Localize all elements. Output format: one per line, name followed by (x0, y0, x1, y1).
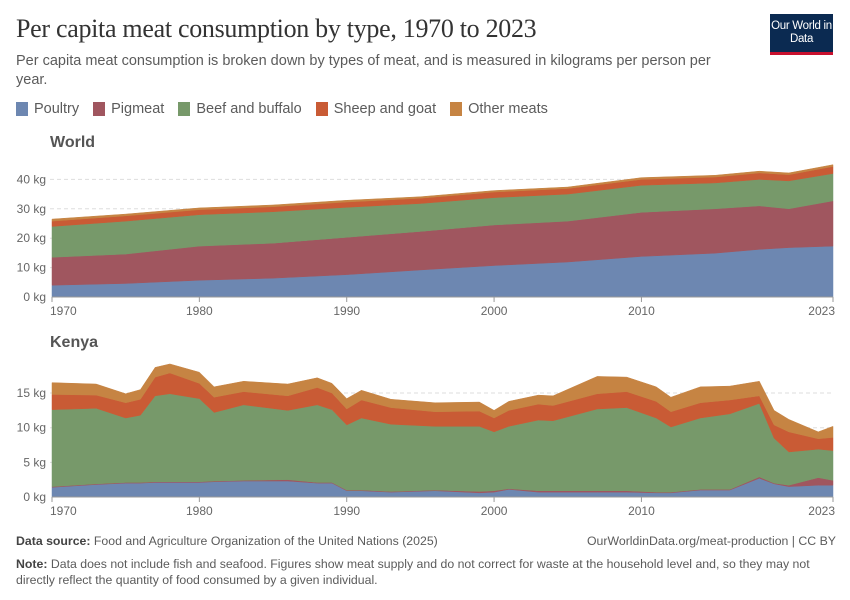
legend-item-pigmeat[interactable]: Pigmeat (93, 101, 164, 117)
y-tick-label: 0 kg (23, 290, 46, 304)
legend-item-poultry[interactable]: Poultry (16, 101, 79, 117)
y-tick-label: 5 kg (23, 455, 46, 469)
note-text: Data does not include fish and seafood. … (16, 557, 810, 587)
legend-swatch (450, 102, 463, 116)
legend-item-other[interactable]: Other meats (450, 101, 548, 117)
x-tick-label: 2000 (481, 304, 508, 318)
x-tick-label: 2023 (808, 304, 835, 318)
x-tick-label: 2023 (808, 504, 835, 518)
x-tick-label: 1970 (50, 504, 77, 518)
legend-item-beef[interactable]: Beef and buffalo (178, 101, 302, 117)
y-tick-label: 20 kg (17, 231, 46, 245)
chart-title: Per capita meat consumption by type, 197… (16, 14, 537, 43)
source-text: Food and Agriculture Organization of the… (93, 534, 438, 548)
legend-label: Other meats (468, 101, 548, 117)
x-tick-label: 1980 (186, 304, 213, 318)
chart-subtitle: Per capita meat consumption is broken do… (16, 53, 711, 88)
x-tick-label: 1970 (50, 304, 77, 318)
y-tick-label: 40 kg (17, 172, 46, 186)
legend-label: Sheep and goat (333, 101, 437, 117)
x-tick-label: 2010 (628, 304, 655, 318)
legend: Poultry Pigmeat Beef and buffalo Sheep a… (16, 101, 548, 117)
y-tick-label: 15 kg (17, 386, 46, 400)
y-tick-label: 10 kg (17, 421, 46, 435)
legend-label: Pigmeat (111, 101, 165, 117)
legend-swatch (93, 102, 106, 116)
note-label: Note: (16, 557, 48, 571)
legend-swatch (16, 102, 28, 116)
panel-title: World (50, 134, 95, 151)
x-tick-label: 1980 (186, 504, 213, 518)
legend-swatch (178, 102, 191, 116)
panel-world: World 0 kg 10 kg 20 kg 30 kg 40 kg 1970 1980 199… (17, 134, 836, 318)
x-tick-label: 1990 (333, 504, 360, 518)
x-tick-label: 2000 (481, 504, 508, 518)
area-other-meats (51, 363, 834, 440)
y-tick-label: 10 kg (17, 261, 46, 275)
area-other-meats (51, 164, 834, 222)
x-tick-label: 2010 (628, 504, 655, 518)
y-tick-label: 0 kg (23, 490, 46, 504)
legend-swatch (315, 102, 328, 116)
panel-kenya: Kenya 0 kg 5 kg 10 kg 15 kg 1970 1980 1990 2000 2… (17, 334, 836, 518)
source-label: Data source: (16, 534, 91, 548)
legend-item-sheep[interactable]: Sheep and goat (315, 101, 437, 117)
footer: Data source: Food and Agriculture Organi… (16, 533, 836, 588)
x-tick-label: 1990 (333, 304, 360, 318)
source-url-link[interactable]: OurWorldinData.org/meat-production | CC … (586, 534, 836, 548)
legend-label: Beef and buffalo (196, 101, 302, 117)
panel-title: Kenya (50, 334, 98, 351)
legend-label: Poultry (34, 101, 80, 117)
owid-logo[interactable]: Our World in Data (770, 14, 833, 55)
y-tick-label: 30 kg (17, 202, 46, 216)
